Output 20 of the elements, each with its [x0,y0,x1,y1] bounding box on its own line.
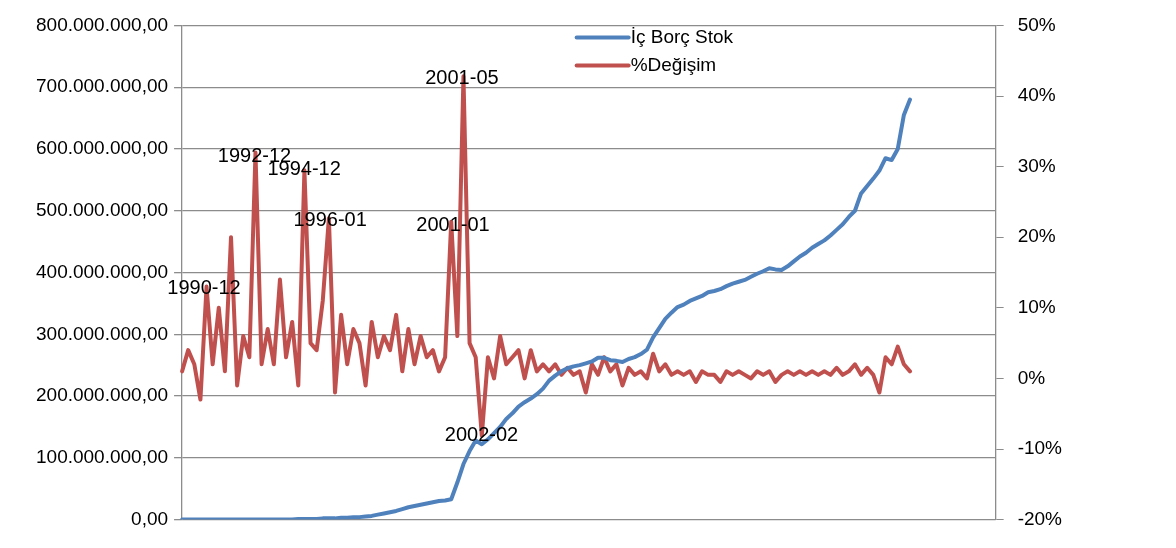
legend-label: İç Borç Stok [630,25,734,47]
y2-tick-label: 50% [1017,13,1056,35]
y-tick-label: 600.000.000,00 [35,137,169,159]
y-tick-label: 400.000.000,00 [35,260,169,282]
y-tick-label: 700.000.000,00 [35,75,169,97]
y2-tick-label: 10% [1017,296,1056,318]
y-tick-label: 200.000.000,00 [35,384,169,406]
y-tick-label: 500.000.000,00 [35,198,169,220]
y2-tick-label: 20% [1017,225,1056,247]
y-tick-label: 100.000.000,00 [35,446,169,468]
legend-label: %Değişim [630,53,717,75]
y-tick-label: 800.000.000,00 [35,13,169,35]
y2-tick-label: -20% [1017,507,1063,529]
y2-tick-label: 40% [1017,84,1056,106]
y-tick-label: 300.000.000,00 [35,322,169,344]
annotation: 2001-05 [425,65,499,88]
y2-tick-label: -10% [1017,437,1063,459]
y2-tick-label: 30% [1017,154,1056,176]
y2-tick-label: 0% [1017,366,1046,388]
y-tick-label: 0,00 [131,507,169,529]
